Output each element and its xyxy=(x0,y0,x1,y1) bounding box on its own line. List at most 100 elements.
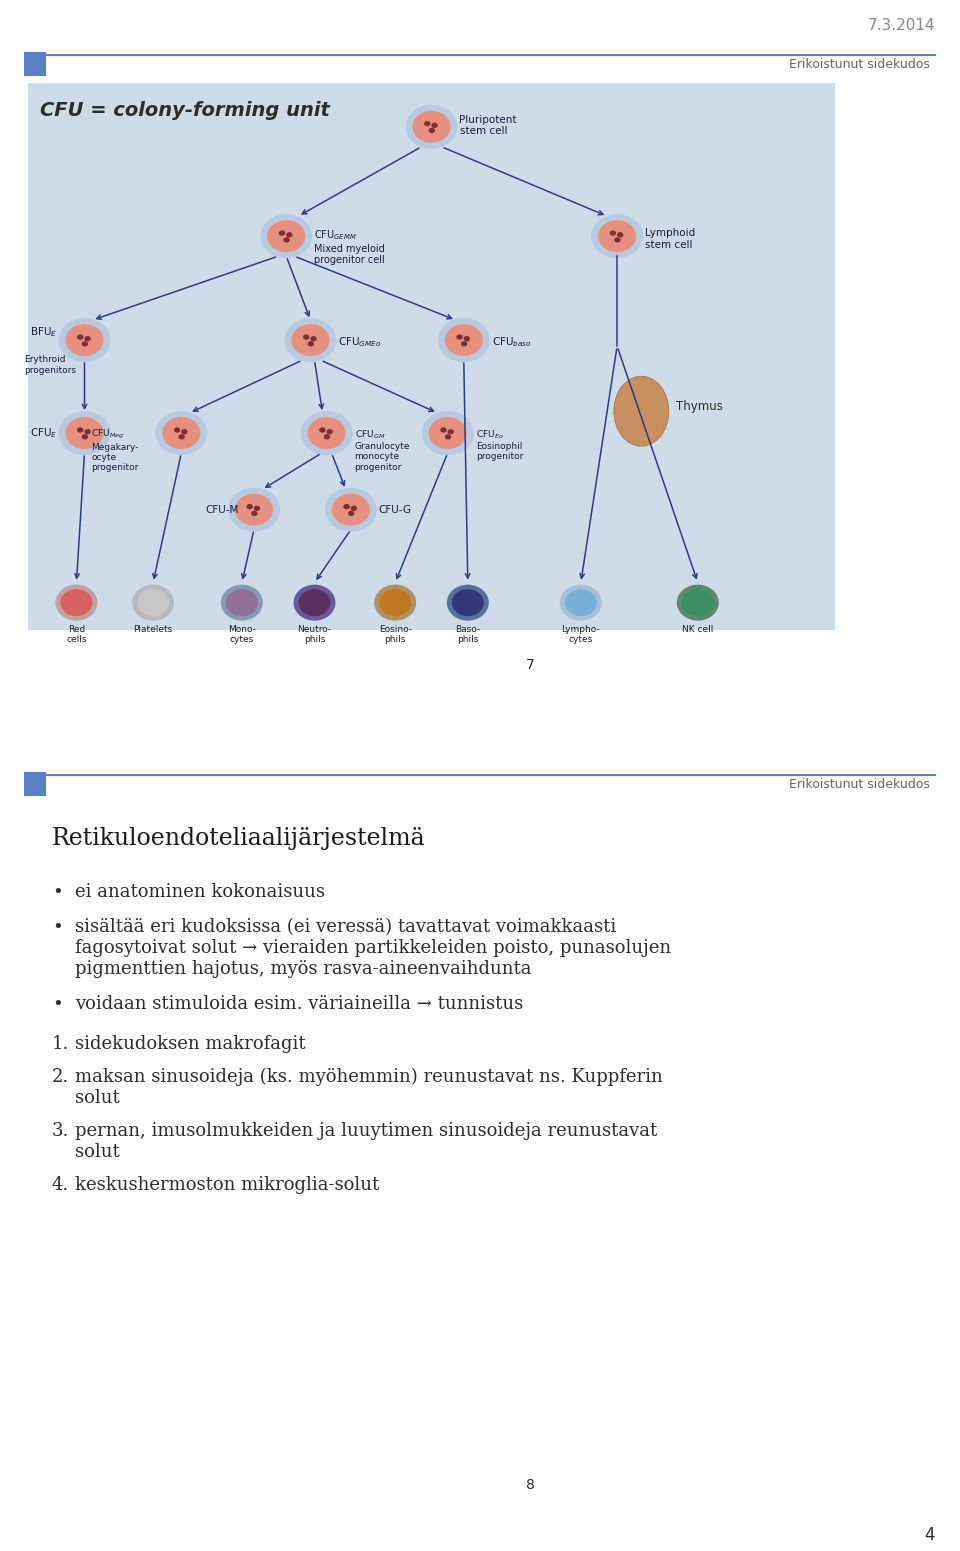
Text: voidaan stimuloida esim. väriaineilla → tunnistus: voidaan stimuloida esim. väriaineilla → … xyxy=(75,996,523,1013)
Ellipse shape xyxy=(59,411,110,454)
Ellipse shape xyxy=(82,434,88,439)
Text: Red
cells: Red cells xyxy=(66,625,86,644)
Text: CFU$_E$: CFU$_E$ xyxy=(30,427,58,440)
Ellipse shape xyxy=(221,585,263,620)
Ellipse shape xyxy=(284,318,336,361)
Text: Mono-
cytes: Mono- cytes xyxy=(228,625,255,644)
Ellipse shape xyxy=(682,589,714,616)
Ellipse shape xyxy=(447,430,454,434)
Ellipse shape xyxy=(267,220,305,253)
Text: Erikoistunut sidekudos: Erikoistunut sidekudos xyxy=(789,777,930,791)
Text: CFU$_{GM}$
Granulocyte
monocyte
progenitor: CFU$_{GM}$ Granulocyte monocyte progenit… xyxy=(354,428,410,472)
Text: keskushermoston mikroglia-solut: keskushermoston mikroglia-solut xyxy=(75,1176,379,1194)
Text: Lympho-
cytes: Lympho- cytes xyxy=(562,625,600,644)
Ellipse shape xyxy=(226,589,258,616)
Ellipse shape xyxy=(332,493,370,526)
Ellipse shape xyxy=(247,504,252,509)
Text: Erikoistunut sidekudos: Erikoistunut sidekudos xyxy=(789,57,930,70)
Ellipse shape xyxy=(179,434,185,439)
Ellipse shape xyxy=(82,341,88,346)
Ellipse shape xyxy=(348,510,354,516)
Ellipse shape xyxy=(613,377,669,447)
Ellipse shape xyxy=(428,127,435,133)
Ellipse shape xyxy=(84,337,91,341)
Ellipse shape xyxy=(614,237,621,242)
Ellipse shape xyxy=(252,510,257,516)
Text: sidekudoksen makrofagit: sidekudoksen makrofagit xyxy=(75,1035,305,1053)
Ellipse shape xyxy=(156,411,207,454)
Ellipse shape xyxy=(174,428,180,433)
Ellipse shape xyxy=(444,434,451,439)
Text: Platelets: Platelets xyxy=(133,625,173,634)
Ellipse shape xyxy=(59,318,110,361)
Text: NK cell: NK cell xyxy=(683,625,713,634)
Text: pernan, imusolmukkeiden ja luuytimen sinusoideja reunustavat
solut: pernan, imusolmukkeiden ja luuytimen sin… xyxy=(75,1121,658,1160)
Text: CFU = colony-forming unit: CFU = colony-forming unit xyxy=(40,101,330,119)
Ellipse shape xyxy=(598,220,636,253)
Ellipse shape xyxy=(441,428,446,433)
Text: Neutro-
phils: Neutro- phils xyxy=(298,625,331,644)
Text: 8: 8 xyxy=(525,1478,535,1492)
Ellipse shape xyxy=(307,341,314,346)
Text: 7: 7 xyxy=(526,658,535,672)
Text: CFU-G: CFU-G xyxy=(379,504,412,515)
Text: ei anatominen kokonaisuus: ei anatominen kokonaisuus xyxy=(75,883,325,901)
Ellipse shape xyxy=(65,324,104,357)
Ellipse shape xyxy=(428,417,467,450)
Ellipse shape xyxy=(464,337,470,341)
Ellipse shape xyxy=(591,214,643,257)
Ellipse shape xyxy=(324,487,376,532)
Ellipse shape xyxy=(379,589,411,616)
Ellipse shape xyxy=(421,411,473,454)
Text: Eosino-
phils: Eosino- phils xyxy=(378,625,412,644)
Text: 7.3.2014: 7.3.2014 xyxy=(868,19,935,33)
Ellipse shape xyxy=(294,585,335,620)
Text: maksan sinusoideja (ks. myöhemmin) reunustavat ns. Kuppferin
solut: maksan sinusoideja (ks. myöhemmin) reunu… xyxy=(75,1069,662,1107)
Text: 5: 5 xyxy=(30,57,40,71)
Ellipse shape xyxy=(446,585,489,620)
Text: CFU$_{Meg}$
Megakary-
ocyte
progenitor: CFU$_{Meg}$ Megakary- ocyte progenitor xyxy=(91,428,139,473)
Ellipse shape xyxy=(431,123,438,129)
Ellipse shape xyxy=(326,430,333,434)
Ellipse shape xyxy=(132,585,174,620)
Ellipse shape xyxy=(461,341,468,346)
Ellipse shape xyxy=(228,487,280,532)
Ellipse shape xyxy=(283,237,290,242)
Ellipse shape xyxy=(350,506,357,510)
Ellipse shape xyxy=(286,233,293,237)
Ellipse shape xyxy=(300,411,352,454)
Text: 2.: 2. xyxy=(52,1069,69,1086)
Ellipse shape xyxy=(137,589,169,616)
Ellipse shape xyxy=(452,589,484,616)
Ellipse shape xyxy=(84,430,91,434)
Text: 1.: 1. xyxy=(52,1035,69,1053)
Ellipse shape xyxy=(65,417,104,450)
Ellipse shape xyxy=(560,585,602,620)
Text: BFU$_E$: BFU$_E$ xyxy=(30,326,58,340)
Ellipse shape xyxy=(278,231,285,236)
Ellipse shape xyxy=(307,417,346,450)
Text: 4: 4 xyxy=(924,1526,935,1543)
Ellipse shape xyxy=(77,335,84,340)
Ellipse shape xyxy=(617,233,623,237)
Text: Baso-
phils: Baso- phils xyxy=(455,625,480,644)
Text: •: • xyxy=(52,918,62,935)
Text: Pluripotent
stem cell: Pluripotent stem cell xyxy=(460,115,517,136)
Ellipse shape xyxy=(413,110,450,143)
Text: CFU$_{GEMM}$
Mixed myeloid
progenitor cell: CFU$_{GEMM}$ Mixed myeloid progenitor ce… xyxy=(314,228,385,265)
Ellipse shape xyxy=(344,504,349,509)
Text: sisältää eri kudoksissa (ei veressä) tavattavat voimakkaasti
fagosytoivat solut : sisältää eri kudoksissa (ei veressä) tav… xyxy=(75,918,671,977)
Text: •: • xyxy=(52,996,62,1013)
Text: CFU$_{baso}$: CFU$_{baso}$ xyxy=(492,335,532,349)
Ellipse shape xyxy=(310,337,317,341)
Ellipse shape xyxy=(444,324,483,357)
Ellipse shape xyxy=(564,589,597,616)
FancyBboxPatch shape xyxy=(24,772,46,796)
Ellipse shape xyxy=(303,335,309,340)
Text: CFU$_{Eo}$
Eosinophil
progenitor: CFU$_{Eo}$ Eosinophil progenitor xyxy=(475,428,523,461)
Ellipse shape xyxy=(424,121,430,126)
Ellipse shape xyxy=(438,318,490,361)
Ellipse shape xyxy=(181,430,187,434)
Text: •: • xyxy=(52,883,62,901)
Text: 5: 5 xyxy=(30,777,40,791)
